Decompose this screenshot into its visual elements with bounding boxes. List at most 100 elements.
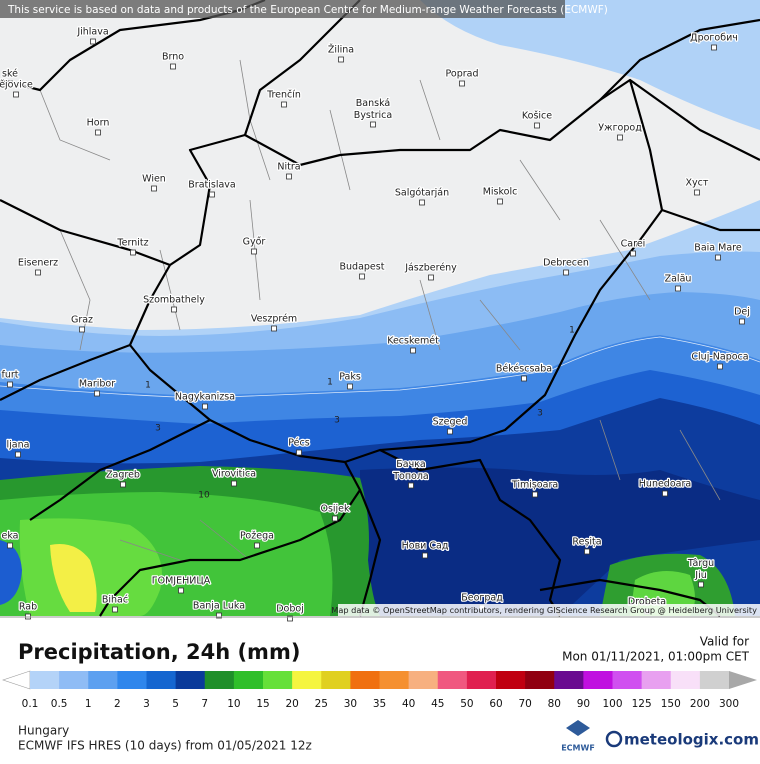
city-label: Trenčín (266, 90, 301, 101)
colorbar-box (583, 671, 613, 689)
colorbar-label: 60 (489, 698, 502, 710)
colorbar: 0.1 0.5 1 2 3 5 7 10 15 20 25 30 35 40 45 50 60 70 80 90 100… (2, 670, 757, 710)
colorbar-label: 0.5 (51, 698, 68, 710)
city-marker (459, 80, 465, 87)
city-marker (79, 326, 85, 333)
colorbar-box (437, 671, 468, 689)
city-marker (419, 199, 425, 206)
colorbar-label: 150 (661, 698, 681, 710)
city-marker (286, 173, 292, 180)
colorbar-box (59, 671, 89, 689)
colorbar-label: 10 (227, 698, 240, 710)
city-label: Salgótarján (395, 188, 449, 199)
city-marker (698, 581, 704, 588)
colorbar-box (292, 671, 322, 689)
city-label: Reșița (572, 537, 601, 548)
city-label: Wien (142, 174, 166, 185)
city-marker (254, 542, 260, 549)
contour-label: 10 (198, 491, 210, 501)
city-marker (171, 306, 177, 313)
city-marker (711, 44, 717, 51)
city-marker (216, 612, 222, 619)
colorbar-label: 7 (201, 698, 208, 710)
ecmwf-text: ECMWF (561, 744, 595, 753)
colorbar-label: 5 (172, 698, 179, 710)
contour-label: 3 (334, 416, 340, 426)
city-marker (410, 347, 416, 354)
city-marker (408, 482, 414, 489)
city-label: Szombathely (143, 295, 205, 306)
city-label: Jászberény (404, 263, 457, 274)
city-label: Hunedoara (639, 479, 691, 490)
city-marker (94, 390, 100, 397)
colorbar-box (321, 671, 351, 689)
contour-label: 1 (145, 381, 151, 391)
colorbar-box (175, 671, 206, 689)
city-label: ské (2, 69, 18, 80)
city-label: ГОМЈЕНИЦА (152, 576, 211, 587)
ecmwf-logo: ECMWF (561, 720, 595, 753)
colorbar-label: 45 (431, 698, 444, 710)
contour-label: 1 (569, 326, 575, 336)
colorbar-label: 2 (114, 698, 121, 710)
city-label: Nitra (277, 162, 300, 173)
colorbar-box (379, 671, 410, 689)
city-marker (532, 491, 538, 498)
city-marker (296, 449, 302, 456)
colorbar-label: 80 (548, 698, 561, 710)
colorbar-label: 50 (460, 698, 473, 710)
city-label: Ужгород (598, 123, 642, 134)
colorbar-label: 20 (285, 698, 298, 710)
valid-time: Mon 01/11/2021, 01:00pm CET (562, 650, 750, 664)
colorbar-label: 1 (85, 698, 92, 710)
city-label: Poprad (446, 69, 479, 80)
city-layer: Jihlava Brno Žilina Poprad Дрогобич skéějovic… (0, 25, 751, 622)
city-marker (739, 318, 745, 325)
city-label: Banja Luka (193, 601, 245, 612)
borders (0, 0, 760, 617)
city-marker (35, 269, 41, 276)
city-label: ějovice (0, 80, 33, 91)
city-label: Pécs (288, 438, 309, 449)
city-label: Debrecen (543, 258, 589, 269)
city-marker (7, 80, 13, 87)
city-label: Veszprém (251, 314, 297, 325)
colorbar-label: 25 (315, 698, 328, 710)
colorbar-label: 35 (373, 698, 386, 710)
city-marker (497, 198, 503, 205)
colorbar-label: 3 (143, 698, 150, 710)
colorbar-box (641, 671, 672, 689)
colorbar-box (204, 671, 235, 689)
city-marker (170, 63, 176, 70)
colorbar-box (117, 671, 147, 689)
city-marker (178, 587, 184, 594)
city-marker (715, 254, 721, 261)
colorbar-box (263, 671, 293, 689)
city-label: Zagreb (106, 470, 140, 481)
city-label: Eisenerz (18, 258, 58, 269)
colorbar-label: 300 (719, 698, 739, 710)
contour-label: 3 (155, 424, 161, 434)
colorbar-box (30, 671, 60, 689)
site-logo: meteologix.com (605, 731, 759, 749)
city-marker (521, 375, 527, 382)
city-label: Maribor (79, 379, 115, 390)
city-label: Cluj-Napoca (691, 352, 748, 363)
city-label: Bratislava (188, 180, 235, 191)
city-label: Szeged (433, 417, 468, 428)
city-label: Jihlava (76, 27, 108, 38)
colorbar-box (670, 671, 701, 689)
city-label: Carei (621, 239, 646, 250)
colorbar-label: 40 (402, 698, 415, 710)
city-label: eka (1, 531, 18, 542)
city-marker (231, 480, 237, 487)
city-label: Bihać (102, 595, 128, 606)
colorbar-box (146, 671, 177, 689)
colorbar-box (466, 671, 497, 689)
attribution-bg (338, 604, 760, 616)
city-label: Хуст (686, 178, 709, 189)
legend-title: Precipitation, 24h (mm) (18, 640, 300, 664)
contour-label: 3 (537, 409, 543, 419)
colorbar-label: 30 (344, 698, 357, 710)
